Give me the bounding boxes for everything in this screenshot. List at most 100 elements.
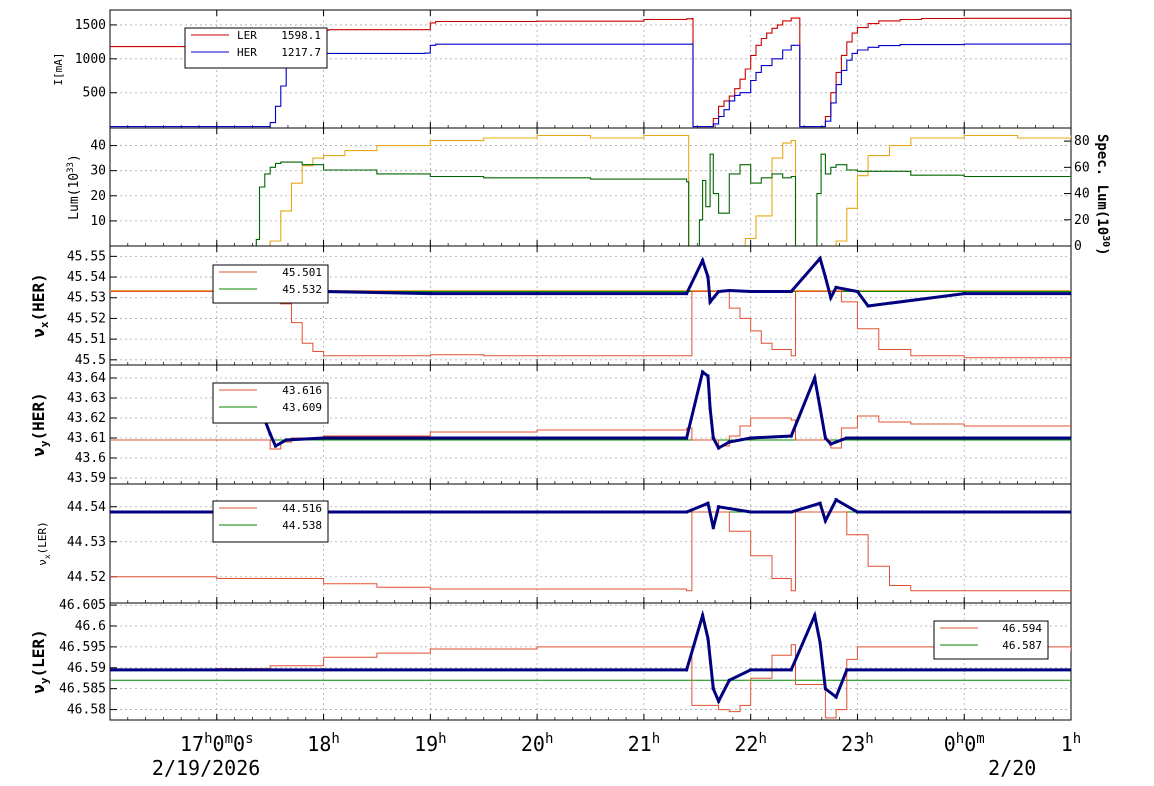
y-tick-label: 44.54 xyxy=(67,500,106,515)
y-axis-label: νx(LER) xyxy=(36,521,52,566)
y-axis-label: Lum(1033) xyxy=(66,154,82,220)
y-tick-label: 45.54 xyxy=(67,270,106,285)
panel-nux_ler: 44.52 44.53 44.54 νx(LER) 44.516 44.538 xyxy=(36,483,1072,604)
data-point xyxy=(749,668,753,672)
data-point xyxy=(717,699,721,703)
panel-frame xyxy=(109,127,1072,247)
data-point xyxy=(284,438,288,442)
panel-frame xyxy=(109,602,1072,721)
data-point xyxy=(535,668,539,672)
y-axis-label: νy(HER) xyxy=(29,392,51,456)
y2-tick-label: 20 xyxy=(1074,213,1090,228)
data-point xyxy=(962,436,966,440)
y-tick-label: 45.52 xyxy=(67,311,106,326)
y2-tick-label: 80 xyxy=(1074,134,1090,149)
y-tick-label: 46.6 xyxy=(75,619,106,634)
data-point xyxy=(818,501,822,505)
legend-value: 1217.7 xyxy=(281,46,321,59)
legend-value: 44.538 xyxy=(282,519,322,532)
legend-value: 43.609 xyxy=(282,401,322,414)
data-point xyxy=(727,288,731,292)
legend: 43.616 43.609 xyxy=(212,382,329,424)
data-point xyxy=(823,519,827,523)
data-point xyxy=(818,641,822,645)
panel-nux_her: 45.5 45.51 45.52 45.53 45.54 45.55 νx(HER) 45.5… xyxy=(29,245,1072,368)
time-tick-label: 22h xyxy=(734,731,767,756)
data-point xyxy=(110,510,112,514)
series-meas xyxy=(110,609,1071,705)
time-axis: 17h0m0s 18h 19h 20h 21h 22h 23h 0h0m 1h 2/19/2026… xyxy=(152,731,1081,780)
data-point xyxy=(823,275,827,279)
time-tick-label: 21h xyxy=(628,731,661,756)
time-tick-label: 20h xyxy=(521,731,554,756)
time-tick-label: 23h xyxy=(841,731,874,756)
time-tick-label: 17h0m0s xyxy=(180,731,254,756)
date-label: 2/20 xyxy=(988,756,1036,780)
data-point xyxy=(685,292,689,296)
y-tick-label: 500 xyxy=(83,86,106,101)
y-tick-label: 43.64 xyxy=(67,371,106,386)
data-point xyxy=(706,374,710,378)
data-point xyxy=(855,290,859,294)
data-point xyxy=(1069,668,1071,672)
data-point xyxy=(818,406,822,410)
data-point xyxy=(706,275,710,279)
legend-value: 45.532 xyxy=(282,283,322,296)
data-point xyxy=(834,285,838,289)
data-point xyxy=(727,440,731,444)
data-point xyxy=(845,436,849,440)
data-point xyxy=(823,436,827,440)
data-point xyxy=(834,498,838,502)
series-lum xyxy=(110,134,1071,246)
data-point xyxy=(749,436,753,440)
data-point xyxy=(711,436,715,440)
data-point xyxy=(749,510,753,514)
y-tick-label: 20 xyxy=(90,189,106,204)
plot-area xyxy=(110,369,1071,451)
y-tick-label: 45.51 xyxy=(67,332,106,347)
data-point xyxy=(711,687,715,691)
data-point xyxy=(717,446,721,450)
plot-area xyxy=(110,609,1071,719)
legend-value: 1598.1 xyxy=(281,29,321,42)
panel-nuy_her: 43.59 43.6 43.61 43.62 43.63 43.64 νy(HER) 43.6… xyxy=(29,364,1072,486)
time-tick-label: 0h0m xyxy=(944,731,985,756)
time-tick-label: 1h xyxy=(1061,731,1081,756)
data-point xyxy=(749,290,753,294)
data-point xyxy=(789,668,793,672)
legend-value: 46.594 xyxy=(1002,622,1042,635)
data-point xyxy=(866,304,870,308)
data-point xyxy=(215,668,219,672)
data-point xyxy=(110,668,112,672)
data-point xyxy=(834,695,838,699)
data-point xyxy=(685,668,689,672)
data-point xyxy=(813,376,817,380)
data-point xyxy=(706,637,710,641)
data-point xyxy=(428,436,432,440)
legend-value: 43.616 xyxy=(282,384,322,397)
data-point xyxy=(727,678,731,682)
data-point xyxy=(274,444,278,448)
data-point xyxy=(708,406,712,410)
y-tick-label: 1000 xyxy=(75,52,106,67)
legend: LER 1598.1 HER 1217.7 xyxy=(184,27,328,69)
data-point xyxy=(717,290,721,294)
y-tick-label: 46.58 xyxy=(67,703,106,718)
legend-value: 44.516 xyxy=(282,502,322,515)
panel-luminosity: 10 20 30 40 0 20 40 60 80 Spec. Lum(1030) Lum(1033… xyxy=(66,127,1111,256)
data-point xyxy=(962,668,966,672)
legend: 45.501 45.532 xyxy=(212,264,329,304)
panel-current: 500 1000 1500 I[mA] LER 1598.1 HER 1217.7 xyxy=(52,9,1072,129)
legend-box xyxy=(212,264,329,304)
y-tick-label: 43.6 xyxy=(75,451,106,466)
y-tick-label: 43.61 xyxy=(67,431,106,446)
data-point xyxy=(711,526,715,530)
y2-tick-label: 40 xyxy=(1074,187,1090,202)
legend-value: 46.587 xyxy=(1002,639,1042,652)
y-tick-label: 40 xyxy=(90,139,106,154)
data-point xyxy=(322,668,326,672)
data-point xyxy=(813,614,817,618)
y-tick-label: 45.5 xyxy=(75,353,106,368)
data-point xyxy=(845,668,849,672)
